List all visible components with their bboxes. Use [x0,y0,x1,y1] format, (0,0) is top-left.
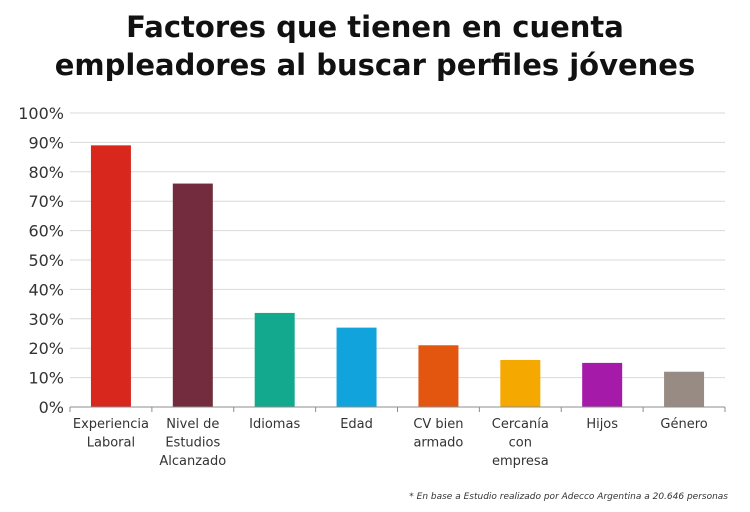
y-tick-label: 40% [28,280,64,299]
bar [418,345,459,407]
gridlines [70,112,725,379]
bar [500,359,541,407]
x-tick-label: Experiencia Laboral [73,417,149,451]
chart-title: Factores que tienen en cuenta empleadore… [0,8,750,84]
footnote: * En base a Estudio realizado por Adecco… [409,492,728,502]
bar [664,371,705,407]
chart-title-line-2: empleadores al buscar perfiles jóvenes [54,48,696,82]
bar [336,327,377,407]
bar [172,183,213,407]
x-tick-label: Hijos [586,417,618,432]
y-tick-label: 10% [28,369,64,388]
x-tick-label: Idiomas [249,417,300,432]
bars [90,145,705,407]
y-tick-label: 90% [28,133,64,152]
x-axis: Experiencia Laboral Nivel de Estudios Alcanz… [69,406,726,469]
y-axis: 0% 10% 20% 30% 40% 50% 60% 70% 80% 90% 100% [18,104,64,417]
bar [90,145,131,407]
y-tick-label: 50% [28,251,64,270]
x-tick-label: Género [660,417,707,432]
y-tick-label: 60% [28,222,64,241]
x-tick-label: Edad [340,417,373,432]
y-tick-label: 70% [28,192,64,211]
y-tick-label: 80% [28,163,64,182]
y-tick-label: 20% [28,339,64,358]
y-tick-label: 100% [18,104,64,123]
bar-chart: 0% 10% 20% 30% 40% 50% 60% 70% 80% 90% 100% Experi… [18,104,726,469]
x-tick-label: Cercanía con empresa [492,417,549,469]
chart-title-line-1: Factores que tienen en cuenta [126,10,624,44]
y-tick-label: 0% [39,398,64,417]
x-tick-label: CV bien armado [413,417,463,451]
bar [582,362,623,407]
y-tick-label: 30% [28,310,64,329]
bar [254,312,295,407]
x-tick-label: Nivel de Estudios Alcanzado [159,417,226,469]
